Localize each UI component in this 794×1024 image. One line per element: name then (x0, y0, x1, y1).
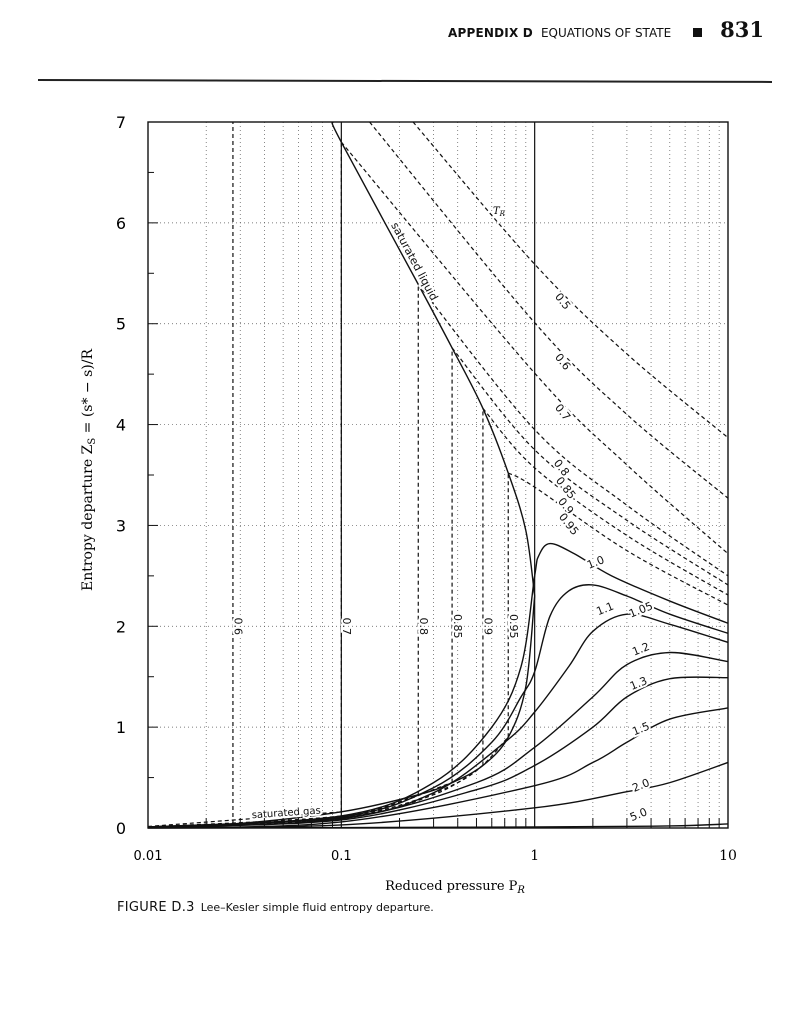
y-tick-label: 6 (116, 214, 126, 233)
square-bullet-icon (693, 28, 703, 37)
appendix-label: APPENDIX D (448, 26, 533, 40)
plot-frame (147, 121, 729, 829)
tr-0.7-label: 0.7 (552, 401, 573, 423)
tr-0.9-liquid-curve (482, 408, 729, 596)
section-title: EQUATIONS OF STATE (540, 26, 672, 40)
tr-2.0-label: 2.0 (630, 776, 651, 795)
tr-1.0-label: 1.0 (585, 553, 606, 572)
tr-0.7-psat-label: 0.7 (340, 618, 353, 636)
tr-0.95-psat-label: 0.95 (507, 614, 520, 639)
tr-1.5-curve (147, 707, 729, 829)
tr-0.8-psat-label: 0.8 (417, 618, 430, 636)
tr-0.7-vapor-curve (147, 811, 342, 828)
tr-0.95-label: 0.95 (556, 511, 581, 538)
y-tick-label: 2 (116, 617, 126, 636)
tr-0.5-label: 0.5 (552, 290, 573, 312)
tr-1.1-curve (147, 613, 729, 828)
figure-label: FIGURE D.3 (117, 900, 195, 915)
saturated-liquid-curve (331, 121, 536, 597)
y-tick-label: 3 (116, 516, 126, 535)
tr-0.6-liquid-curve (369, 121, 729, 499)
tr-1.3-curve (147, 676, 729, 828)
x-axis-label: Reduced pressure PR (385, 879, 525, 896)
tr-0.6-label: 0.6 (552, 351, 573, 373)
tr-0.85-psat-label: 0.85 (451, 614, 464, 639)
tr-1.05-label: 1.05 (627, 599, 655, 620)
tr-0.8-liquid-curve (417, 284, 729, 577)
tr-1.3-label: 1.3 (628, 674, 649, 693)
tr-0.5-liquid-curve (412, 121, 729, 439)
y-tick-label: 1 (116, 718, 126, 737)
tr-0.95-liquid-curve (507, 472, 729, 606)
tr-0.7-liquid-curve (340, 141, 729, 555)
figure-caption: FIGURE D.3 Lee–Kesler simple fluid entrop… (117, 900, 434, 915)
tr-1.05-curve (147, 584, 729, 828)
tr-0.6-psat-label: 0.6 (232, 618, 245, 636)
x-tick-label: 1 (530, 848, 539, 864)
tr-2.0-curve (147, 761, 729, 829)
running-header: APPENDIX D EQUATIONS OF STATE 831 (448, 17, 764, 42)
y-axis-label: Entropy departure ZS = (s* − s)/R (80, 349, 98, 591)
y-tick-label: 0 (116, 819, 126, 838)
page-number: 831 (720, 17, 764, 42)
x-tick-label: 10 (719, 848, 737, 864)
tr-5.0-label: 5.0 (628, 805, 649, 824)
tr-1.5-label: 1.5 (630, 720, 651, 739)
saturated-liquid-label: saturated liquid (388, 220, 440, 303)
tr-1.0-curve (147, 542, 729, 828)
tr-0.85-vapor-curve (147, 782, 453, 828)
axes: 0 1 2 3 4 5 6 7 0.01 0.1 1 10 (116, 113, 737, 864)
x-tick-label: 0.01 (134, 849, 163, 864)
y-tick-label: 4 (116, 416, 126, 435)
tr-1.1-label: 1.1 (595, 600, 616, 619)
caption-text: Lee–Kesler simple fluid entropy departur… (200, 901, 434, 914)
y-tick-label: 5 (116, 315, 126, 334)
tr-0.9-psat-label: 0.9 (482, 618, 495, 636)
x-tick-label: 0.1 (331, 849, 352, 864)
tr-parameter-label: TR (493, 206, 506, 218)
y-tick-label: 7 (116, 113, 126, 132)
tr-0.85-liquid-curve (451, 347, 729, 586)
curves (147, 121, 729, 829)
